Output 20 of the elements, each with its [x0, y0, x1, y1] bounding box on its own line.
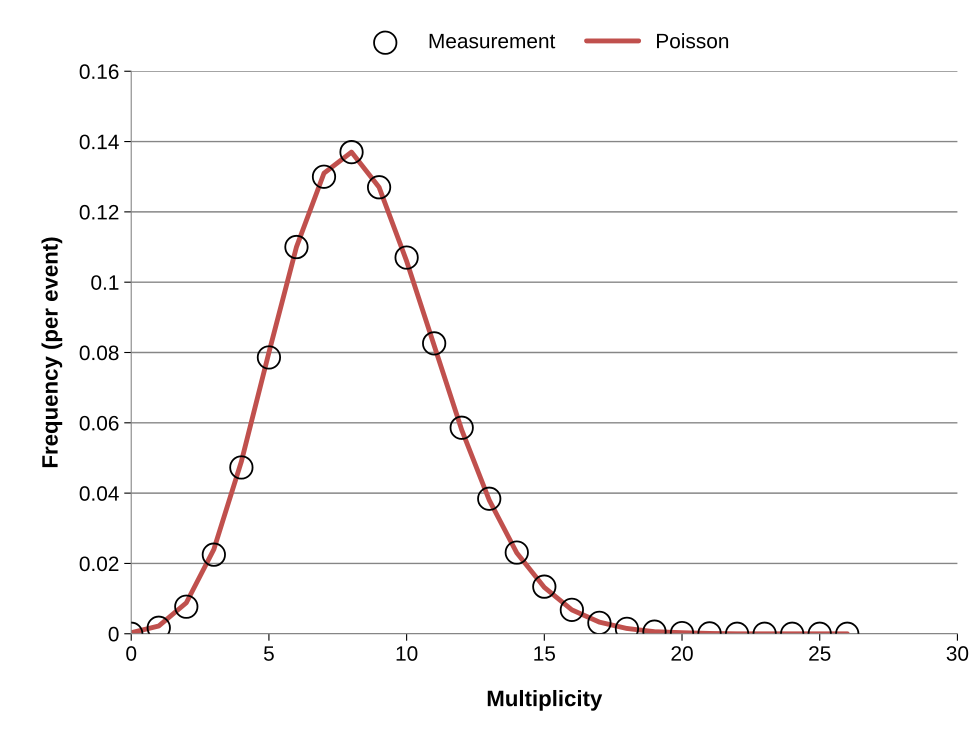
y-tick-label: 0.16 [80, 64, 119, 80]
x-tick-label: 30 [946, 646, 968, 661]
y-tick-label: 0.08 [80, 346, 119, 360]
x-tick-label: 15 [534, 646, 556, 661]
y-axis-title: Frequency (per event) [41, 238, 62, 468]
y-tick-label: 0.06 [80, 416, 119, 431]
x-tick-label: 25 [809, 646, 830, 661]
y-tick-label: 0.1 [91, 275, 118, 290]
y-tick-label: 0.04 [80, 486, 119, 501]
y-tick-label: 0.14 [80, 134, 119, 150]
x-tick-label: 10 [396, 646, 418, 661]
y-tick-label: 0.12 [80, 204, 118, 220]
x-tick-label: 0 [126, 646, 136, 661]
x-tick-label: 5 [264, 646, 274, 661]
x-tick-label: 20 [671, 646, 693, 661]
x-axis-title: Multiplicity [488, 690, 602, 711]
y-tick-label: 0 [108, 626, 119, 642]
legend-label: Measurement [430, 34, 556, 48]
legend-label: Poisson [657, 33, 728, 48]
y-tick-label: 0.02 [80, 556, 118, 572]
